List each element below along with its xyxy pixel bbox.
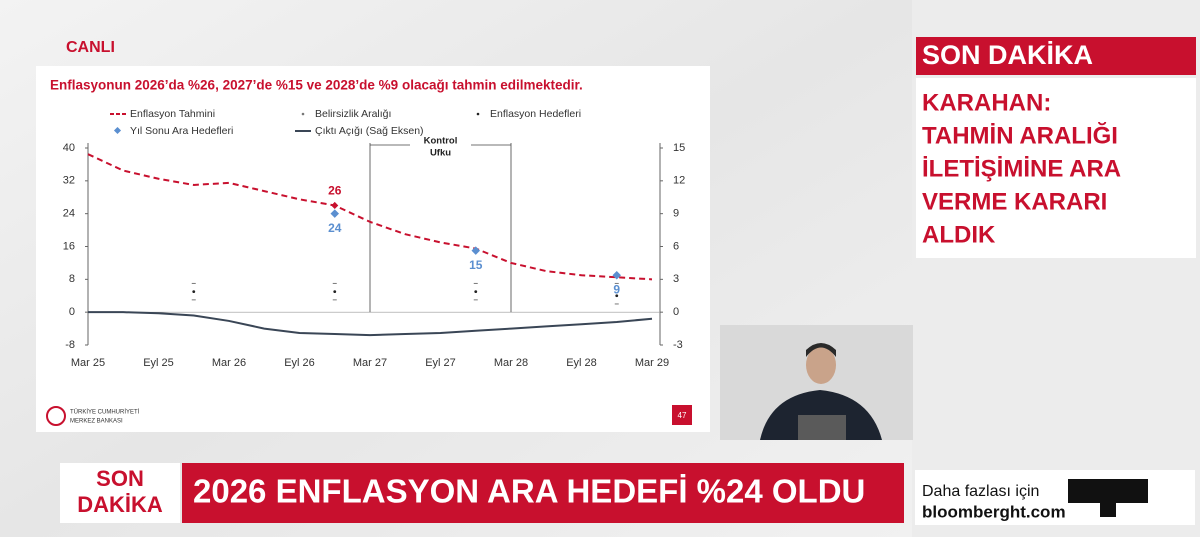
headline-box bbox=[916, 78, 1196, 258]
series-line bbox=[87, 153, 653, 281]
x-tick-label: Eyl 28 bbox=[566, 357, 597, 369]
target-marker bbox=[471, 246, 480, 255]
legend-label: Enflasyon Hedefleri bbox=[490, 108, 581, 120]
y2-tick-label: 9 bbox=[673, 208, 679, 220]
x-tick-label: Mar 28 bbox=[494, 357, 528, 369]
y2-tick-label: 3 bbox=[673, 273, 679, 285]
legend-swatch bbox=[113, 126, 122, 135]
live-label: CANLI bbox=[66, 39, 115, 56]
page-number: 47 bbox=[678, 411, 687, 420]
x-tick-label: Mar 27 bbox=[353, 357, 387, 369]
target-marker bbox=[330, 209, 339, 218]
y2-tick-label: 6 bbox=[673, 240, 679, 252]
banner-text: 2026 ENFLASYON ARA HEDEFİ %24 OLDU bbox=[193, 473, 865, 510]
legend-label: Yıl Sonu Ara Hedefleri bbox=[130, 125, 233, 137]
headline-line: ALDIK bbox=[922, 221, 996, 248]
target-dot bbox=[333, 290, 337, 294]
target-dot bbox=[192, 290, 196, 294]
target-dot bbox=[615, 294, 619, 298]
bank-name: MERKEZ BANKASI bbox=[70, 419, 123, 425]
legend-swatch bbox=[476, 112, 480, 116]
chart-title: Enflasyonun 2026’da %26, 2027’de %15 ve … bbox=[50, 78, 583, 93]
website: bloomberght.com bbox=[922, 502, 1066, 521]
target-dot bbox=[474, 290, 478, 294]
more-info: Daha fazlası için bbox=[922, 483, 1039, 500]
legend-label: Belirsizlik Aralığı bbox=[315, 108, 391, 120]
x-tick-label: Mar 25 bbox=[71, 357, 105, 369]
y2-tick-label: 12 bbox=[673, 175, 685, 187]
headline-line: KARAHAN: bbox=[922, 89, 1051, 116]
logo-block bbox=[1068, 479, 1148, 503]
data-label: 24 bbox=[328, 221, 342, 235]
y-tick-label: -8 bbox=[65, 339, 75, 351]
banner-tag bbox=[60, 463, 180, 523]
series-line bbox=[88, 311, 653, 337]
legend-label: Enflasyon Tahmini bbox=[130, 108, 215, 120]
x-tick-label: Eyl 25 bbox=[143, 357, 174, 369]
bank-name: TÜRKİYE CUMHURİYETİ bbox=[70, 409, 140, 416]
logo-stand bbox=[1100, 503, 1116, 517]
y2-tick-label: 0 bbox=[673, 306, 679, 318]
legend-label: Çıktı Açığı (Sağ Eksen) bbox=[315, 125, 424, 137]
annotation: Ufku bbox=[430, 148, 451, 159]
data-label: 26 bbox=[328, 184, 342, 198]
target-marker bbox=[612, 270, 621, 280]
bank-logo bbox=[46, 406, 66, 426]
x-tick-label: Mar 26 bbox=[212, 357, 246, 369]
speaker-hair bbox=[806, 343, 836, 357]
y-tick-label: 8 bbox=[69, 273, 75, 285]
legend-swatch bbox=[301, 112, 305, 116]
headline-line: TAHMİN ARALIĞI bbox=[922, 121, 1118, 149]
y-tick-label: 32 bbox=[63, 175, 75, 187]
y2-tick-label: 15 bbox=[673, 142, 685, 154]
podium bbox=[798, 415, 846, 440]
banner-tag-text: SON bbox=[96, 466, 144, 491]
x-tick-label: Eyl 27 bbox=[425, 357, 456, 369]
speaker-head bbox=[806, 346, 836, 384]
slide bbox=[36, 66, 710, 432]
breaking-box bbox=[916, 37, 1196, 75]
y2-tick-label: -3 bbox=[673, 339, 683, 351]
breaking-label: SON DAKİKA bbox=[922, 40, 1093, 70]
annotation: Kontrol bbox=[424, 136, 458, 147]
banner-bar bbox=[182, 463, 904, 523]
promo-box bbox=[915, 470, 1195, 525]
headline-line: İLETİŞİMİNE ARA bbox=[922, 155, 1121, 182]
chart: Enflasyonun 2026’da %26, 2027’de %15 ve … bbox=[50, 78, 685, 369]
point-marker bbox=[331, 201, 339, 209]
data-label: 15 bbox=[469, 258, 483, 272]
y-tick-label: 24 bbox=[63, 208, 75, 220]
y-tick-label: 40 bbox=[63, 142, 75, 154]
x-tick-label: Eyl 26 bbox=[284, 357, 315, 369]
page-box bbox=[672, 405, 692, 425]
x-tick-label: Mar 29 bbox=[635, 357, 669, 369]
data-label: 9 bbox=[613, 282, 620, 296]
banner-tag-text: DAKİKA bbox=[77, 492, 163, 517]
y-tick-label: 16 bbox=[63, 240, 75, 252]
y-tick-label: 0 bbox=[69, 306, 75, 318]
headline-line: VERME KARARI bbox=[922, 188, 1107, 215]
